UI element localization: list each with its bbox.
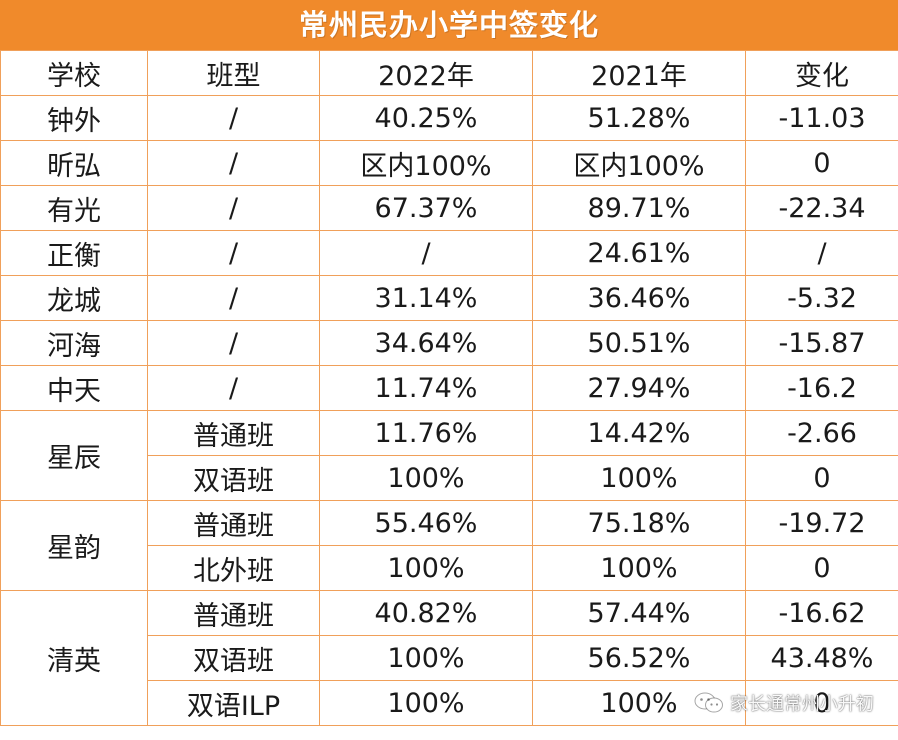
rate-2022-cell: 34.64% (319, 320, 533, 366)
rate-2021-cell: 区内100% (532, 140, 746, 186)
class-type-cell: / (147, 365, 320, 411)
rate-2021-cell: 100% (532, 545, 746, 591)
table-row: 钟外 / 40.25% 51.28% -11.03 (0, 95, 898, 141)
change-cell: 0 (745, 545, 898, 591)
class-type-cell: / (147, 185, 320, 231)
rate-2022-cell: 11.74% (319, 365, 533, 411)
rate-2022-cell: 100% (319, 545, 533, 591)
rate-2021-cell: 50.51% (532, 320, 746, 366)
school-cell: 正衡 (0, 230, 148, 276)
rate-2022-cell: 67.37% (319, 185, 533, 231)
rate-2021-cell: 36.46% (532, 275, 746, 321)
class-type-cell: 普通班 (147, 590, 320, 636)
header-cell-2022: 2022年 (319, 50, 533, 96)
change-cell: -16.62 (745, 590, 898, 636)
rate-2022-cell: 区内100% (319, 140, 533, 186)
rate-2021-cell: 89.71% (532, 185, 746, 231)
table-row: 有光 / 67.37% 89.71% -22.34 (0, 185, 898, 231)
rate-2021-cell: 27.94% (532, 365, 746, 411)
rate-2021-cell: 56.52% (532, 635, 746, 681)
school-cell: 有光 (0, 185, 148, 231)
rate-2021-cell: 100% (532, 455, 746, 501)
rate-2022-cell: 100% (319, 455, 533, 501)
change-cell: -19.72 (745, 500, 898, 546)
change-cell: -22.34 (745, 185, 898, 231)
rate-2022-cell: 31.14% (319, 275, 533, 321)
change-cell: / (745, 230, 898, 276)
change-cell: -11.03 (745, 95, 898, 141)
rate-2021-cell: 24.61% (532, 230, 746, 276)
school-cell: 龙城 (0, 275, 148, 321)
rate-2022-cell: 40.25% (319, 95, 533, 141)
header-row: 学校 班型 2022年 2021年 变化 (0, 50, 898, 96)
rate-2021-cell: 51.28% (532, 95, 746, 141)
header-cell-2021: 2021年 (532, 50, 746, 96)
table-row: 中天 / 11.74% 27.94% -16.2 (0, 365, 898, 411)
rate-2021-cell: 75.18% (532, 500, 746, 546)
header-cell-class-type: 班型 (147, 50, 320, 96)
rate-2022-cell: 40.82% (319, 590, 533, 636)
class-type-cell: 双语班 (147, 635, 320, 681)
change-cell: -5.32 (745, 275, 898, 321)
class-type-cell: / (147, 95, 320, 141)
table-row: 龙城 / 31.14% 36.46% -5.32 (0, 275, 898, 321)
change-cell: 43.48% (745, 635, 898, 681)
rate-2022-cell: 100% (319, 635, 533, 681)
table-row: 清英 普通班 40.82% 57.44% -16.62 (0, 590, 898, 726)
class-type-cell: 双语班 (147, 455, 320, 501)
rate-2022-cell: 100% (319, 680, 533, 726)
header-cell-school: 学校 (0, 50, 148, 96)
table-row: 北外班 100% 100% 0 (1, 545, 898, 591)
rate-2021-cell: 100% (532, 680, 746, 726)
school-cell: 钟外 (0, 95, 148, 141)
table-row: 星辰 普通班 11.76% 14.42% -2.66 (0, 410, 898, 501)
school-cell: 星辰 (0, 410, 148, 501)
change-cell: -2.66 (745, 410, 898, 456)
class-type-cell: / (147, 320, 320, 366)
change-cell: 0 (745, 455, 898, 501)
rate-2021-cell: 14.42% (532, 410, 746, 456)
change-cell: 0 (745, 680, 898, 726)
table-row: 正衡 / / 24.61% / (0, 230, 898, 276)
header-cell-change: 变化 (745, 50, 898, 96)
class-type-cell: / (147, 275, 320, 321)
class-type-cell: / (147, 230, 320, 276)
change-cell: 0 (745, 140, 898, 186)
class-type-cell: 双语ILP (147, 680, 320, 726)
school-cell: 星韵 (0, 500, 148, 591)
school-cell: 中天 (0, 365, 148, 411)
comparison-table: 学校 班型 2022年 2021年 变化 钟外 / 40.25% 51.28% … (0, 50, 898, 726)
school-cell: 清英 (0, 590, 148, 726)
class-type-cell: 普通班 (147, 410, 320, 456)
school-cell: 昕弘 (0, 140, 148, 186)
school-cell: 河海 (0, 320, 148, 366)
rate-2021-cell: 57.44% (532, 590, 746, 636)
rate-2022-cell: 55.46% (319, 500, 533, 546)
rate-2022-cell: / (319, 230, 533, 276)
table-title: 常州民办小学中签变化 (0, 0, 898, 50)
rate-2022-cell: 11.76% (319, 410, 533, 456)
class-type-cell: 普通班 (147, 500, 320, 546)
class-type-cell: / (147, 140, 320, 186)
table-row: 昕弘 / 区内100% 区内100% 0 (0, 140, 898, 186)
class-type-cell: 北外班 (147, 545, 320, 591)
table-row: 双语班 100% 56.52% 43.48% (1, 635, 898, 681)
table-row: 星韵 普通班 55.46% 75.18% -19.72 (0, 500, 898, 591)
table-row: 河海 / 34.64% 50.51% -15.87 (0, 320, 898, 366)
change-cell: -15.87 (745, 320, 898, 366)
change-cell: -16.2 (745, 365, 898, 411)
table-row: 双语ILP 100% 100% 0 (1, 680, 898, 726)
